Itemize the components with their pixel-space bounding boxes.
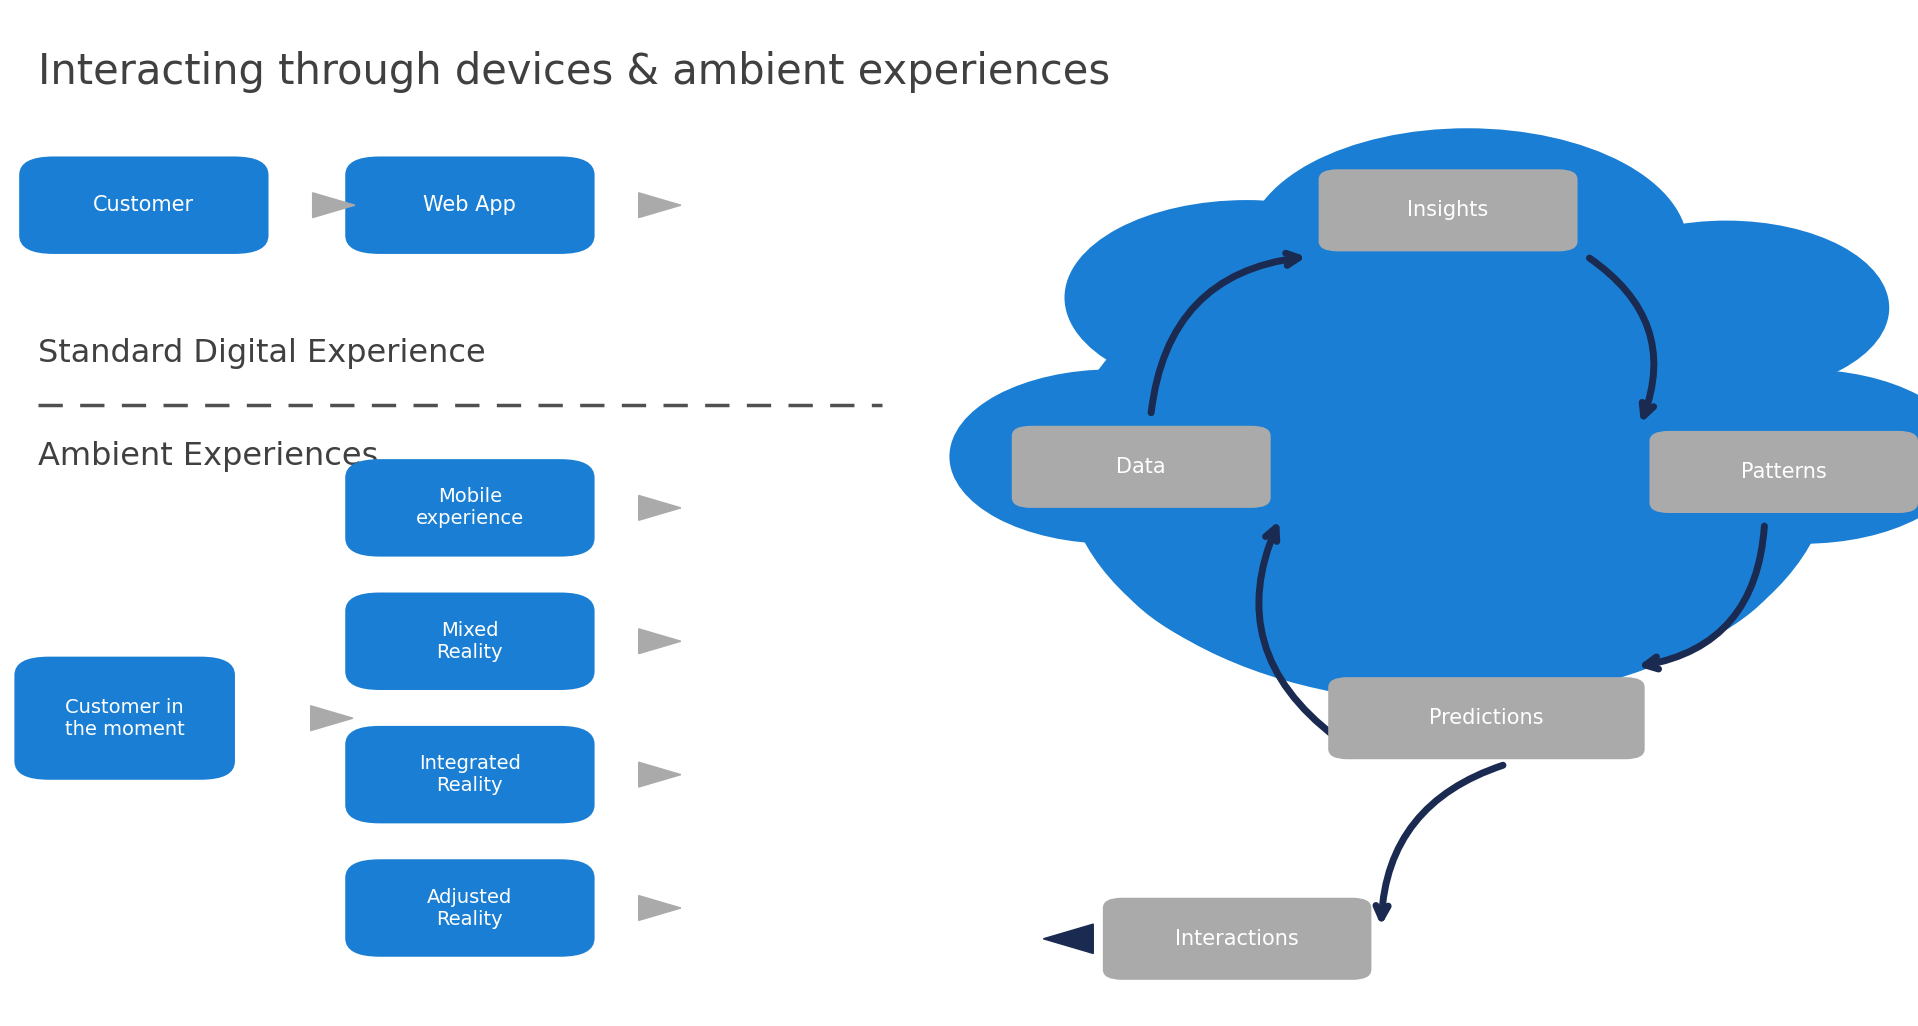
Text: Customer: Customer: [94, 195, 194, 215]
FancyBboxPatch shape: [1103, 898, 1371, 980]
Polygon shape: [1043, 924, 1093, 953]
Text: Patterns: Patterns: [1742, 462, 1826, 482]
FancyBboxPatch shape: [345, 593, 595, 690]
Circle shape: [1247, 128, 1688, 364]
FancyBboxPatch shape: [345, 460, 595, 556]
FancyBboxPatch shape: [1649, 431, 1918, 513]
Text: Interacting through devices & ambient experiences: Interacting through devices & ambient ex…: [38, 51, 1111, 93]
Polygon shape: [639, 496, 681, 520]
Text: Data: Data: [1116, 457, 1166, 477]
Text: Standard Digital Experience: Standard Digital Experience: [38, 339, 485, 369]
Circle shape: [1640, 369, 1918, 544]
Polygon shape: [311, 706, 353, 731]
FancyBboxPatch shape: [15, 657, 234, 780]
Text: Predictions: Predictions: [1429, 708, 1544, 728]
Text: Interactions: Interactions: [1176, 929, 1298, 949]
Text: Adjusted
Reality: Adjusted Reality: [428, 887, 512, 929]
Polygon shape: [639, 193, 681, 218]
Ellipse shape: [1064, 231, 1832, 703]
Circle shape: [949, 369, 1275, 544]
Polygon shape: [313, 193, 355, 218]
Text: Integrated
Reality: Integrated Reality: [418, 754, 522, 795]
Circle shape: [1563, 221, 1889, 395]
Polygon shape: [639, 629, 681, 654]
FancyBboxPatch shape: [345, 726, 595, 823]
Text: Mobile
experience: Mobile experience: [416, 487, 524, 528]
FancyBboxPatch shape: [1013, 426, 1270, 508]
Text: Customer in
the moment: Customer in the moment: [65, 698, 184, 739]
Polygon shape: [639, 762, 681, 787]
FancyBboxPatch shape: [1320, 169, 1577, 251]
Polygon shape: [639, 896, 681, 920]
Ellipse shape: [1103, 385, 1793, 693]
Text: Insights: Insights: [1408, 200, 1488, 221]
Text: Web App: Web App: [424, 195, 516, 215]
Circle shape: [1064, 200, 1429, 395]
FancyBboxPatch shape: [1327, 677, 1646, 759]
Text: Ambient Experiences: Ambient Experiences: [38, 441, 378, 472]
FancyBboxPatch shape: [345, 156, 595, 253]
FancyBboxPatch shape: [345, 860, 595, 956]
FancyBboxPatch shape: [19, 156, 269, 253]
Text: Mixed
Reality: Mixed Reality: [437, 621, 503, 662]
